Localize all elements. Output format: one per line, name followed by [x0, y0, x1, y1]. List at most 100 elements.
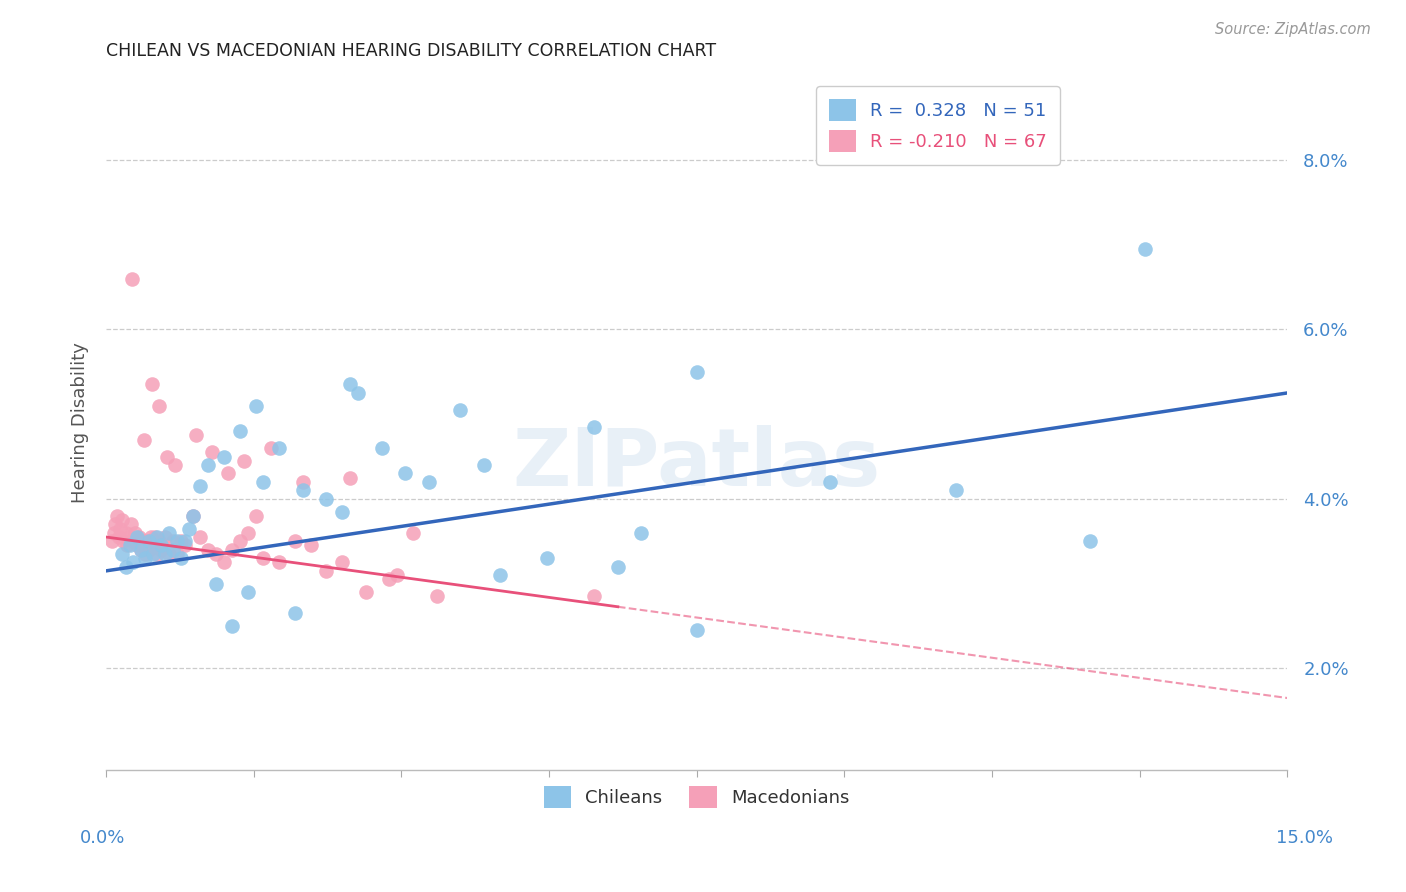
Point: [221, 542, 243, 557]
Point: [166, 534, 188, 549]
Text: CHILEAN VS MACEDONIAN HEARING DISABILITY CORRELATION CHART: CHILEAN VS MACEDONIAN HEARING DISABILITY…: [105, 42, 716, 60]
Y-axis label: Hearing Disability: Hearing Disability: [72, 343, 89, 503]
Point: [232, 454, 254, 468]
Point: [118, 530, 141, 544]
Point: [330, 556, 353, 570]
Point: [142, 539, 165, 553]
Point: [131, 542, 153, 557]
Point: [104, 517, 127, 532]
Point: [197, 458, 219, 472]
Point: [945, 483, 967, 498]
Point: [124, 525, 146, 540]
Point: [121, 271, 143, 285]
Point: [229, 424, 252, 438]
Point: [190, 479, 212, 493]
Point: [378, 573, 401, 587]
Point: [820, 475, 842, 489]
Point: [488, 568, 510, 582]
Point: [245, 399, 267, 413]
Point: [146, 530, 169, 544]
Point: [135, 534, 157, 549]
Point: [181, 508, 204, 523]
Point: [339, 471, 361, 485]
Point: [201, 445, 224, 459]
Point: [236, 525, 259, 540]
Point: [122, 556, 145, 570]
Point: [630, 525, 652, 540]
Point: [190, 530, 212, 544]
Point: [107, 530, 129, 544]
Point: [370, 441, 392, 455]
Point: [138, 542, 160, 557]
Text: 0.0%: 0.0%: [80, 829, 125, 847]
Point: [472, 458, 495, 472]
Point: [284, 534, 307, 549]
Point: [170, 534, 193, 549]
Point: [146, 547, 169, 561]
Point: [118, 539, 141, 553]
Point: [299, 539, 322, 553]
Point: [426, 590, 449, 604]
Point: [115, 539, 138, 553]
Point: [252, 475, 274, 489]
Point: [127, 539, 149, 553]
Text: ZIPatlas: ZIPatlas: [512, 425, 880, 503]
Point: [143, 530, 166, 544]
Point: [583, 420, 606, 434]
Point: [583, 590, 606, 604]
Point: [252, 551, 274, 566]
Point: [536, 551, 558, 566]
Point: [173, 534, 195, 549]
Point: [132, 534, 155, 549]
Text: 15.0%: 15.0%: [1277, 829, 1333, 847]
Point: [150, 539, 173, 553]
Point: [150, 542, 173, 557]
Point: [128, 530, 150, 544]
Point: [166, 547, 188, 561]
Point: [186, 428, 208, 442]
Point: [148, 399, 170, 413]
Point: [114, 525, 136, 540]
Point: [354, 585, 377, 599]
Point: [111, 547, 134, 561]
Point: [339, 377, 361, 392]
Point: [141, 377, 163, 392]
Point: [170, 551, 193, 566]
Point: [387, 568, 409, 582]
Text: Source: ZipAtlas.com: Source: ZipAtlas.com: [1215, 22, 1371, 37]
Point: [111, 513, 134, 527]
Point: [153, 530, 176, 544]
Point: [205, 547, 228, 561]
Point: [101, 534, 124, 549]
Point: [236, 585, 259, 599]
Point: [120, 517, 142, 532]
Point: [157, 547, 180, 561]
Point: [347, 386, 370, 401]
Point: [284, 607, 307, 621]
Point: [134, 551, 156, 566]
Point: [418, 475, 440, 489]
Point: [212, 450, 235, 464]
Point: [103, 525, 125, 540]
Point: [122, 534, 145, 549]
Point: [162, 534, 184, 549]
Point: [1135, 242, 1157, 256]
Point: [212, 556, 235, 570]
Point: [148, 534, 170, 549]
Point: [197, 542, 219, 557]
Point: [291, 475, 314, 489]
Point: [205, 576, 228, 591]
Point: [315, 564, 337, 578]
Point: [685, 624, 707, 638]
Point: [134, 547, 156, 561]
Point: [131, 542, 153, 557]
Point: [291, 483, 314, 498]
Point: [108, 522, 131, 536]
Point: [269, 441, 291, 455]
Point: [153, 547, 176, 561]
Point: [606, 559, 628, 574]
Point: [142, 547, 165, 561]
Point: [157, 525, 180, 540]
Point: [260, 441, 283, 455]
Point: [685, 365, 707, 379]
